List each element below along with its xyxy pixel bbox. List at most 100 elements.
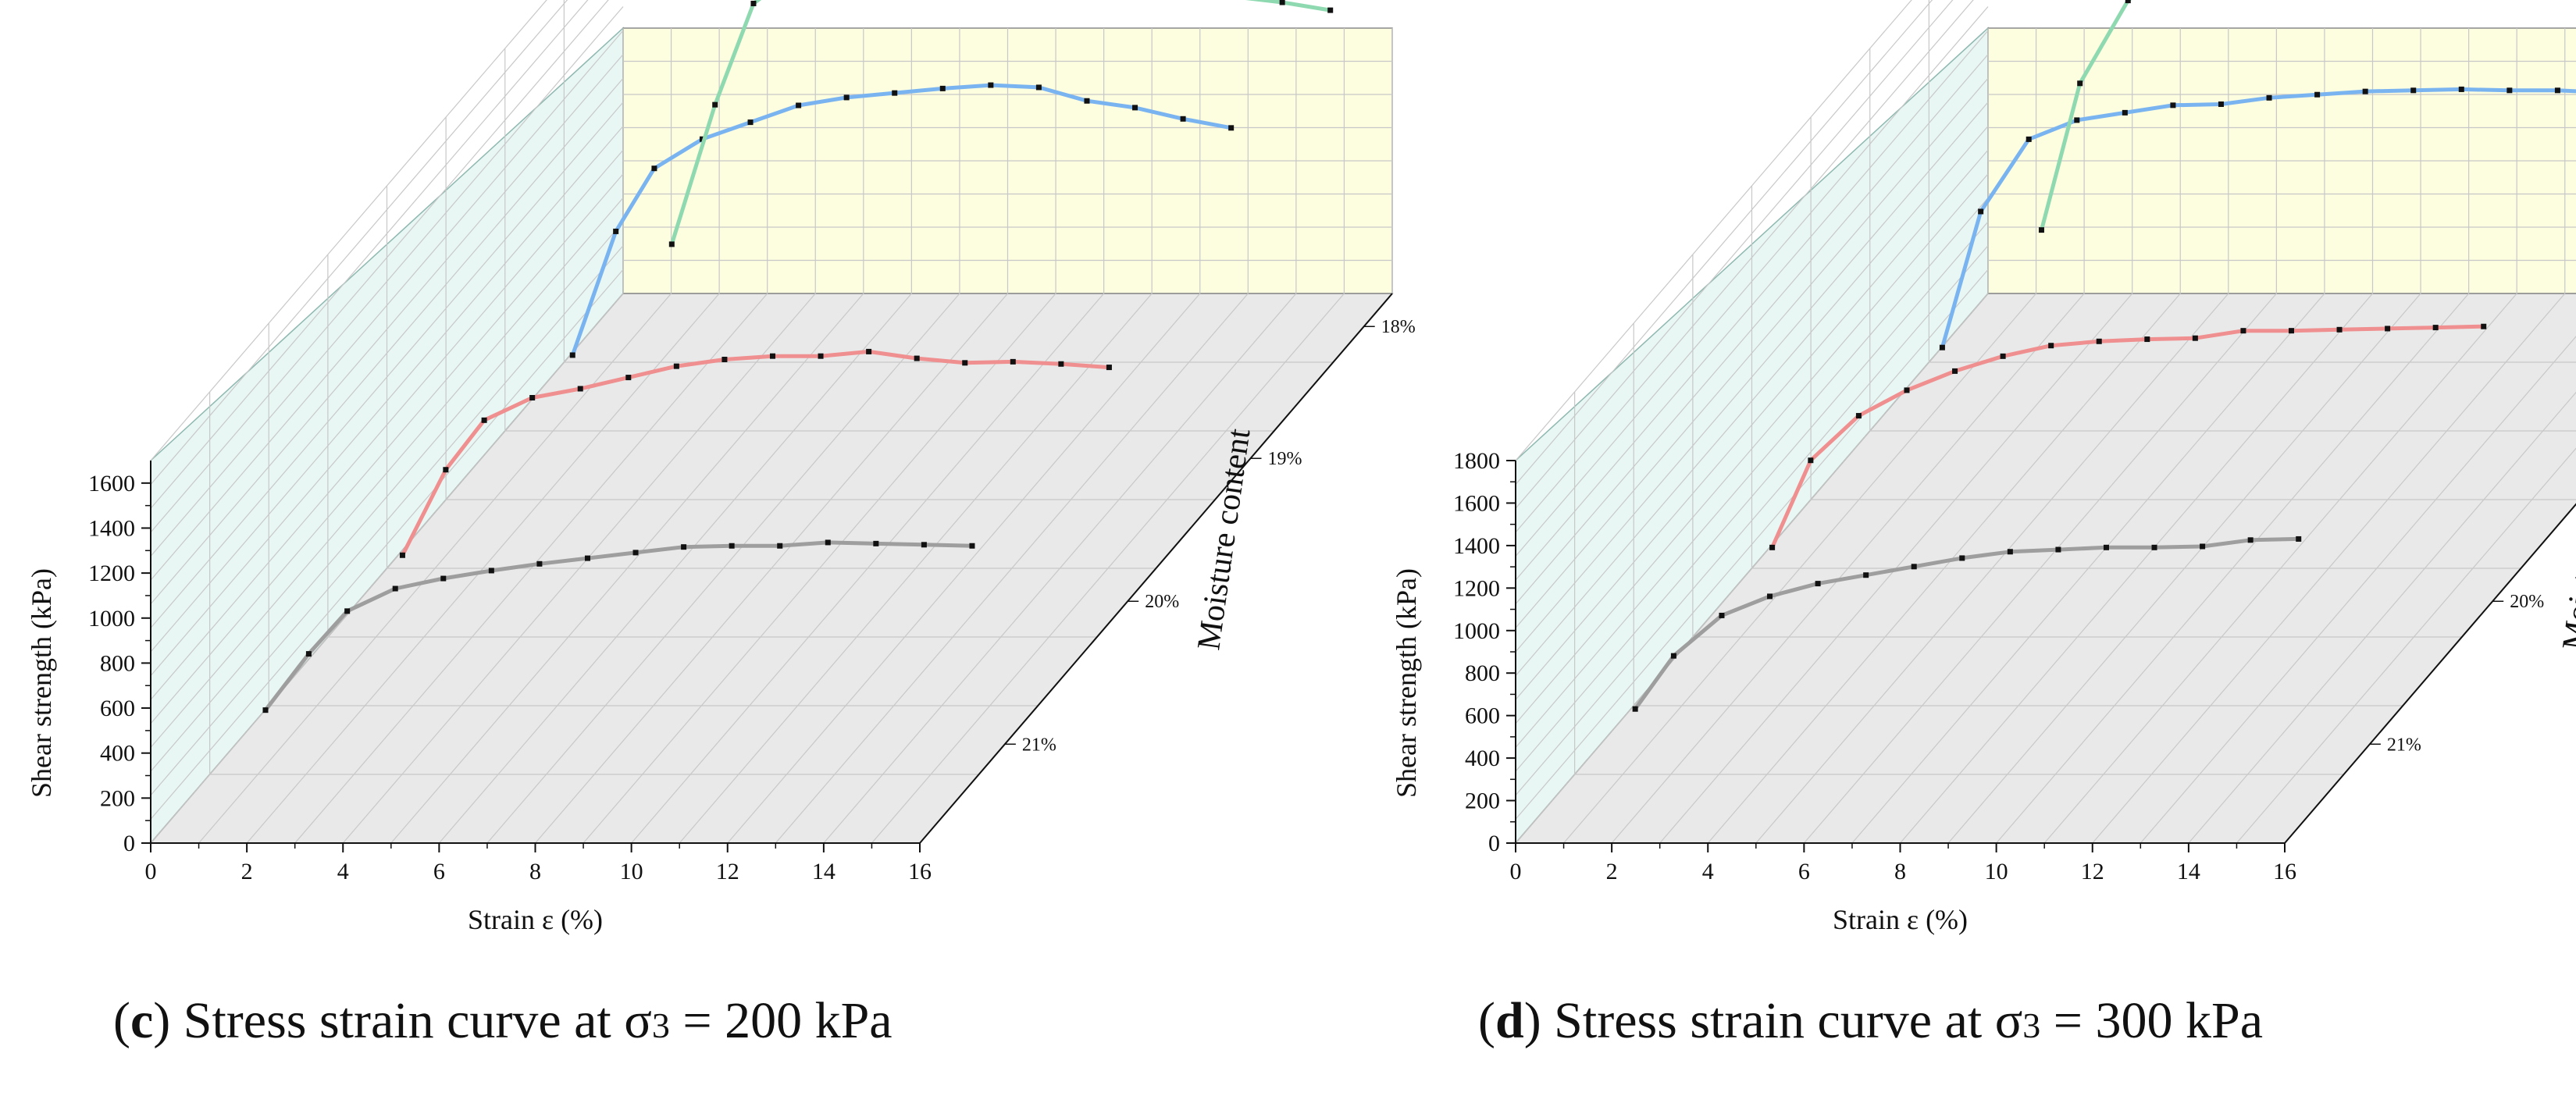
- data-point: [2048, 343, 2054, 349]
- y-tick-label: 800: [1465, 660, 1500, 686]
- z-axis: [919, 293, 1393, 844]
- data-point: [2314, 91, 2321, 98]
- data-point: [2288, 328, 2294, 334]
- caption-c-tail: = 200 kPa: [669, 992, 893, 1049]
- caption-d-text: ) Stress strain curve at σ: [1523, 992, 2023, 1049]
- y-axis-title: Shear strength (kPa): [1391, 568, 1422, 798]
- data-point: [796, 102, 802, 109]
- data-point: [536, 560, 543, 567]
- y-axis-title: Shear strength (kPa): [26, 568, 57, 798]
- data-point: [2103, 544, 2109, 550]
- data-point: [1058, 361, 1064, 367]
- data-point: [988, 82, 994, 88]
- caption-d: (d) Stress strain curve at σ3 = 300 kPa: [1478, 991, 2263, 1051]
- data-point: [2410, 87, 2417, 94]
- x-tick-label: 10: [1985, 859, 2008, 884]
- data-point: [399, 552, 405, 558]
- y-tick-label: 0: [1488, 831, 1500, 856]
- y-tick-label: 1200: [88, 560, 135, 586]
- data-point: [866, 348, 872, 354]
- x-tick-label: 6: [433, 859, 445, 884]
- y-tick-label: 1800: [1453, 448, 1500, 474]
- data-point: [625, 375, 632, 381]
- data-point: [1808, 457, 1814, 464]
- data-point: [392, 585, 398, 592]
- data-point: [1815, 581, 1821, 587]
- caption-d-open: (: [1478, 992, 1495, 1049]
- x-tick-label: 8: [1894, 859, 1906, 884]
- y-tick-label: 200: [1465, 788, 1500, 814]
- caption-d-tail: = 300 kPa: [2040, 992, 2264, 1049]
- z-tick-label: 20%: [2510, 592, 2544, 612]
- y-tick-label: 1400: [88, 515, 135, 541]
- data-point: [1767, 593, 1773, 600]
- data-point: [921, 542, 927, 548]
- series-19%: [569, 82, 1235, 358]
- data-point: [914, 355, 920, 361]
- x-tick-label: 10: [620, 859, 643, 884]
- z-tick-label: 20%: [1145, 592, 1179, 612]
- y-tick-label: 600: [1465, 703, 1500, 729]
- x-tick-label: 14: [812, 859, 836, 884]
- z-tick-label: 18%: [1381, 317, 1416, 337]
- data-point: [529, 395, 536, 401]
- data-point: [2458, 86, 2464, 92]
- data-point: [2554, 87, 2560, 94]
- series-20%: [1769, 323, 2487, 550]
- data-point: [1279, 0, 1285, 5]
- z-tick-label: 21%: [2387, 735, 2421, 755]
- data-point: [577, 386, 583, 392]
- y-tick-label: 1600: [1453, 490, 1500, 516]
- x-tick-label: 2: [241, 859, 253, 884]
- data-point: [892, 90, 898, 96]
- x-tick-label: 14: [2177, 859, 2200, 884]
- data-point: [262, 707, 269, 713]
- data-point: [1959, 555, 1965, 561]
- data-point: [962, 360, 968, 366]
- data-point: [721, 357, 728, 363]
- data-point: [1939, 344, 1945, 351]
- x-tick-label: 0: [145, 859, 157, 884]
- data-point: [344, 608, 351, 614]
- data-point: [569, 352, 575, 358]
- x-tick-label: 4: [1702, 859, 1714, 884]
- data-point: [2007, 549, 2013, 555]
- data-point: [818, 353, 824, 359]
- data-point: [1106, 365, 1112, 371]
- data-point: [2432, 325, 2439, 331]
- y-tick-label: 0: [123, 831, 135, 856]
- series-21%: [262, 539, 975, 713]
- y-tick-label: 400: [100, 741, 135, 767]
- x-axis-title: Strain ε (%): [468, 904, 603, 935]
- caption-c: (c) Stress strain curve at σ3 = 200 kPa: [113, 991, 893, 1051]
- series-line: [264, 540, 973, 712]
- data-point: [2144, 336, 2150, 343]
- data-point: [2151, 544, 2157, 550]
- data-point: [1670, 653, 1676, 659]
- data-point: [1952, 368, 1958, 374]
- chart-panel-d: 0 2 4 6 8 10 12 14 16 Strain ε (%) 0 200 400 600 800 10…: [1391, 0, 2576, 935]
- data-point: [2266, 94, 2272, 101]
- series-20%: [399, 348, 1112, 558]
- data-point: [2218, 101, 2224, 107]
- data-point: [2385, 326, 2391, 332]
- data-point: [651, 165, 657, 172]
- data-point: [673, 363, 679, 369]
- data-point: [873, 540, 879, 546]
- data-point: [2000, 353, 2006, 359]
- data-point: [2055, 546, 2061, 553]
- data-point: [2336, 326, 2343, 333]
- data-point: [969, 543, 975, 549]
- x-tick-label: 16: [2273, 859, 2296, 884]
- data-point: [1863, 572, 1869, 578]
- y-tick-label: 1600: [88, 471, 135, 496]
- data-point: [668, 241, 675, 247]
- data-point: [305, 651, 312, 657]
- series-18%: [2038, 0, 2132, 233]
- data-point: [2507, 87, 2513, 94]
- caption-d-letter: d: [1495, 992, 1524, 1049]
- caption-d-subscript: 3: [2022, 1005, 2041, 1045]
- data-point: [1769, 544, 1776, 550]
- data-point: [681, 544, 687, 550]
